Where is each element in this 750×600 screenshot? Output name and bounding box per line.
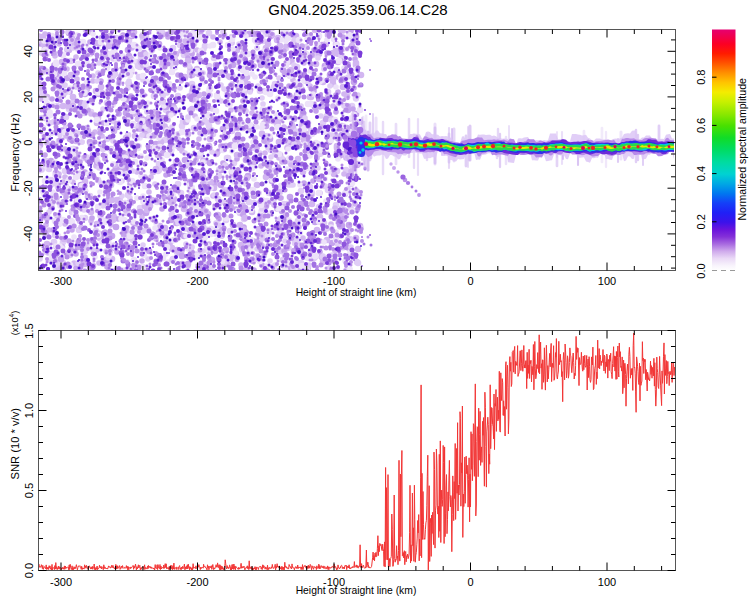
svg-text:(x104): (x104): [8, 311, 19, 336]
svg-text:-300: -300: [50, 576, 72, 588]
svg-text:-100: -100: [323, 275, 345, 287]
svg-text:0.2: 0.2: [695, 214, 707, 229]
svg-text:100: 100: [598, 576, 616, 588]
svg-text:0: 0: [467, 275, 473, 287]
svg-text:0.0: 0.0: [23, 563, 35, 578]
svg-text:-200: -200: [186, 576, 208, 588]
svg-text:1.5: 1.5: [23, 323, 35, 338]
svg-text:-40: -40: [23, 226, 35, 242]
svg-text:-200: -200: [186, 275, 208, 287]
svg-text:SNR (10 * v/v): SNR (10 * v/v): [10, 408, 22, 480]
svg-text:-20: -20: [23, 180, 35, 196]
svg-text:0: 0: [467, 576, 473, 588]
svg-text:0.5: 0.5: [23, 483, 35, 498]
svg-text:Height of straight line (km): Height of straight line (km): [296, 287, 417, 298]
svg-text:Frequency (Hz): Frequency (Hz): [9, 113, 21, 192]
svg-text:GN04.2025.359.06.14.C28: GN04.2025.359.06.14.C28: [268, 1, 447, 18]
svg-text:0.4: 0.4: [695, 166, 707, 181]
svg-text:Normalized spectral amplitude: Normalized spectral amplitude: [736, 78, 748, 221]
svg-text:40: 40: [23, 45, 35, 57]
svg-text:0.0: 0.0: [695, 263, 707, 278]
svg-text:20: 20: [23, 91, 35, 103]
svg-text:Height of straight line (km): Height of straight line (km): [296, 585, 417, 596]
svg-text:0.8: 0.8: [695, 70, 707, 85]
svg-text:-300: -300: [50, 275, 72, 287]
svg-text:100: 100: [598, 275, 616, 287]
svg-text:0.6: 0.6: [695, 118, 707, 133]
svg-text:1.0: 1.0: [23, 403, 35, 418]
svg-text:0: 0: [23, 140, 35, 146]
